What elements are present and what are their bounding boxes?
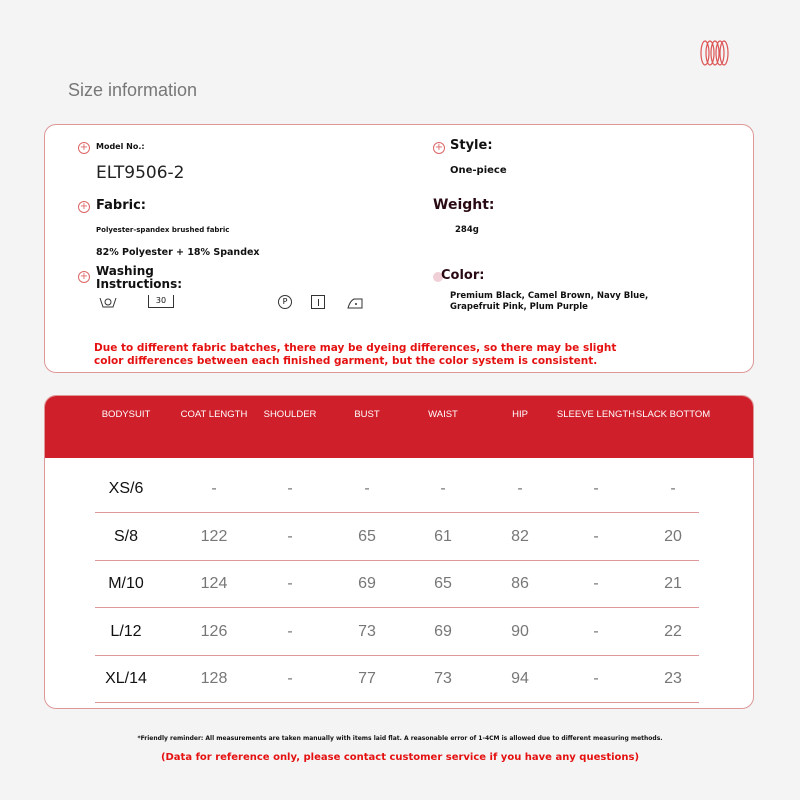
column-header: SLACK BOTTOM [635, 409, 711, 420]
coil-logo-icon [700, 40, 729, 66]
measurement-cell: 65 [434, 575, 452, 592]
measurement-cell: - [670, 480, 676, 497]
hand-wash-icon [99, 297, 117, 308]
table-row: XL/14 128 - 77 73 94 - 23 [95, 656, 699, 703]
fabric-type: Polyester-spandex brushed fabric [96, 226, 230, 234]
table-row: S/8 122 - 65 61 82 - 20 [95, 514, 699, 561]
measurement-cell: 94 [511, 670, 529, 687]
measurement-cell: - [211, 480, 217, 497]
measurement-cell: 122 [200, 527, 228, 545]
column-header: WAIST [428, 409, 458, 420]
model-label: Model No.: [96, 142, 145, 151]
measurement-cell: 73 [358, 622, 376, 640]
measurement-cell: - [593, 575, 599, 592]
fabric-composition: 82% Polyester + 18% Spandex [96, 247, 260, 258]
column-header: SLEEVE LENGTH [556, 409, 636, 420]
measurement-cell: - [593, 622, 599, 640]
color-disclaimer: Due to different fabric batches, there m… [94, 342, 616, 368]
measurement-cell: 126 [200, 622, 228, 640]
style-label: Style: [450, 138, 493, 153]
measurement-cell: - [287, 670, 293, 687]
reference-note: (Data for reference only, please contact… [160, 752, 640, 763]
column-header: SHOULDER [263, 409, 317, 420]
plus-circle-icon: + [78, 201, 90, 213]
tumble-dry-icon [311, 295, 325, 309]
measurement-cell: - [440, 480, 446, 497]
dry-clean-p-icon: P [278, 295, 292, 309]
column-header: HIP [512, 409, 528, 420]
measurement-cell: 21 [664, 575, 682, 592]
disclaimer-line: Due to different fabric batches, there m… [94, 342, 617, 354]
color-list-line: Premium Black, Camel Brown, Navy Blue, [450, 291, 649, 301]
measurement-cell: 61 [434, 527, 452, 545]
measurement-cell: 65 [358, 527, 376, 545]
column-header: COAT LENGTH [180, 409, 248, 420]
color-list-line: Grapefruit Pink, Plum Purple [450, 302, 588, 312]
page-title: Size information [68, 80, 198, 100]
fabric-label: Fabric: [96, 198, 146, 213]
table-row: XS/6 - - - - - - - [95, 466, 699, 513]
plus-circle-icon: + [433, 142, 445, 154]
product-info-card: + Model No.: ELT9506-2 + Fabric: Polyest… [44, 124, 754, 373]
measurement-cell: - [593, 527, 599, 545]
measurement-cell: 128 [200, 670, 228, 687]
size-cell: L/12 [110, 622, 142, 640]
measurement-cell: 77 [358, 670, 376, 687]
measurement-cell: - [517, 480, 523, 497]
column-header: BODYSUIT [101, 409, 151, 420]
washing-label: Washing Instructions: [96, 264, 183, 291]
size-cell: S/8 [113, 527, 139, 545]
measurement-cell: - [593, 670, 599, 687]
size-table: BODYSUIT COAT LENGTH SHOULDER BUST WAIST… [44, 395, 754, 709]
measurement-cell: - [287, 575, 293, 592]
size-cell: XL/14 [105, 670, 147, 687]
measurement-cell: 90 [511, 622, 529, 640]
measurement-cell: - [364, 480, 370, 497]
column-header: BUST [354, 409, 380, 420]
measurement-cell: - [287, 622, 293, 640]
measurement-cell: 23 [664, 670, 682, 687]
model-value: ELT9506-2 [96, 163, 185, 183]
measurement-cell: 20 [664, 527, 682, 545]
table-header: BODYSUIT COAT LENGTH SHOULDER BUST WAIST… [45, 396, 753, 458]
color-list: Premium Black, Camel Brown, Navy Blue, G… [450, 291, 648, 313]
measurement-cell: - [593, 480, 599, 497]
plus-circle-icon: + [78, 271, 90, 283]
measurement-cell: 22 [664, 622, 682, 640]
measurement-cell: 69 [358, 575, 376, 592]
measurement-cell: - [287, 527, 293, 545]
measurement-cell: 73 [434, 670, 452, 687]
color-label: Color: [441, 268, 485, 283]
measurement-cell: 124 [200, 575, 228, 592]
measurement-cell: 86 [511, 575, 529, 592]
measurement-cell: 82 [511, 527, 529, 545]
plus-circle-icon: + [78, 142, 90, 154]
table-row: M/10 124 - 69 65 86 - 21 [95, 561, 699, 608]
measurement-cell: 69 [434, 622, 452, 640]
color-dot-icon [433, 272, 443, 282]
disclaimer-line: color differences between each finished … [94, 355, 598, 367]
size-cell: XS/6 [108, 480, 144, 497]
measurement-cell: - [287, 480, 293, 497]
style-value: One-piece [450, 165, 507, 176]
measurement-reminder: *Friendly reminder: All measurements are… [137, 735, 663, 742]
size-cell: M/10 [108, 575, 144, 592]
table-row: L/12 126 - 73 69 90 - 22 [95, 609, 699, 656]
wash-30-icon: 30 [148, 295, 174, 308]
iron-icon [347, 298, 363, 309]
weight-value: 284g [455, 225, 479, 235]
weight-label: Weight: [433, 197, 495, 213]
